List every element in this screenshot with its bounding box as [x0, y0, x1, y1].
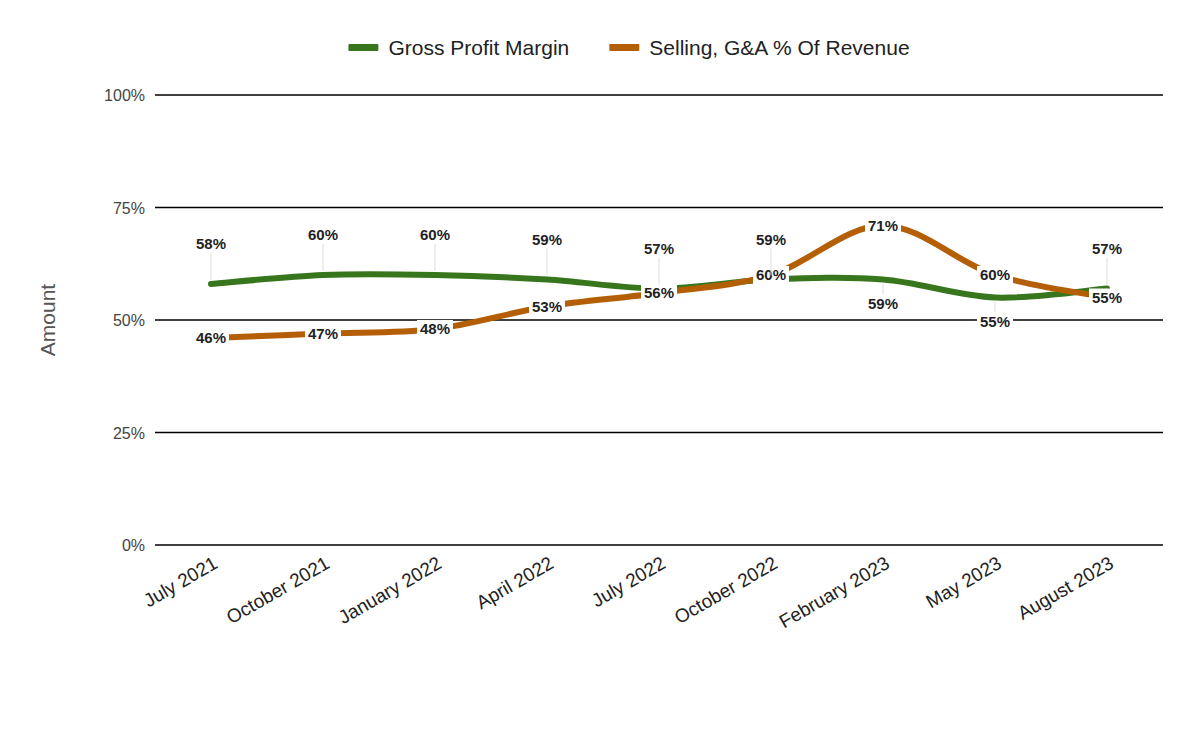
y-tick-label: 75% — [113, 200, 145, 217]
label-bg — [641, 284, 677, 302]
y-tick-label: 100% — [104, 87, 145, 104]
label-bg — [193, 329, 229, 347]
data-label: 58% — [196, 235, 226, 252]
data-label: 56% — [644, 284, 674, 301]
data-label: 59% — [756, 231, 786, 248]
x-tick-label: October 2021 — [223, 552, 333, 628]
data-label: 53% — [532, 298, 562, 315]
data-label: 57% — [644, 240, 674, 257]
label-bg — [417, 226, 453, 244]
x-tick-label: August 2023 — [1014, 552, 1117, 624]
chart-svg: 0%25%50%75%100%AmountJuly 2021October 20… — [0, 0, 1200, 741]
label-bg — [417, 320, 453, 338]
label-bg — [1089, 240, 1125, 258]
label-leader — [435, 243, 436, 271]
label-bg — [641, 240, 677, 258]
x-tick-label: October 2022 — [671, 552, 781, 628]
label-leader — [547, 248, 548, 276]
grid-line — [155, 94, 1163, 96]
data-label: 46% — [196, 329, 226, 346]
label-leader — [211, 252, 212, 280]
lines — [211, 226, 1107, 339]
data-label: 55% — [980, 313, 1010, 330]
label-bg — [865, 217, 901, 235]
data-label: 60% — [980, 266, 1010, 283]
label-bg — [977, 266, 1013, 284]
label-leader — [323, 243, 324, 271]
legend-item: Gross Profit Margin — [348, 36, 569, 59]
series-line — [211, 226, 1107, 339]
x-tick-label: April 2022 — [472, 552, 557, 613]
y-tick-label: 50% — [113, 312, 145, 329]
label-bg — [529, 231, 565, 249]
x-tick-label: July 2022 — [588, 552, 669, 611]
y-tick-label: 0% — [122, 537, 145, 554]
x-tick-label: May 2023 — [922, 552, 1005, 612]
label-leader — [1107, 257, 1108, 285]
label-bg — [753, 231, 789, 249]
data-label: 57% — [1092, 240, 1122, 257]
data-label: 60% — [308, 226, 338, 243]
label-leader — [659, 257, 660, 285]
y-axis-line — [155, 95, 156, 545]
label-bg — [1089, 289, 1125, 307]
x-tick-label: February 2023 — [775, 552, 893, 632]
legend-item: Selling, G&A % Of Revenue — [609, 36, 909, 59]
x-tick-label: January 2022 — [335, 552, 445, 628]
grid-line — [155, 207, 1163, 209]
y-tick-label: 25% — [113, 425, 145, 442]
grid-line — [155, 432, 1163, 434]
label-bg — [193, 235, 229, 253]
data-label: 60% — [420, 226, 450, 243]
label-bg — [977, 313, 1013, 331]
data-labels: 46%47%48%53%56%60%71%60%55%58%60%60%59%5… — [193, 217, 1125, 348]
grid — [155, 95, 1163, 545]
label-bg — [865, 295, 901, 313]
legend: Gross Profit Margin Selling, G&A % Of Rev… — [348, 36, 909, 59]
legend-label: Selling, G&A % Of Revenue — [649, 36, 909, 59]
label-bg — [305, 226, 341, 244]
data-label: 48% — [420, 320, 450, 337]
label-bg — [529, 298, 565, 316]
label-leader — [771, 248, 772, 276]
x-tick-label: July 2021 — [140, 552, 221, 611]
label-bg — [305, 325, 341, 343]
legend-swatch — [348, 44, 378, 51]
legend-label: Gross Profit Margin — [388, 36, 569, 59]
chart-container: 0%25%50%75%100%AmountJuly 2021October 20… — [0, 0, 1200, 741]
grid-line — [155, 544, 1163, 546]
y-axis-title: Amount — [36, 284, 59, 357]
data-label: 47% — [308, 325, 338, 342]
data-label: 55% — [1092, 289, 1122, 306]
legend-swatch — [609, 44, 639, 51]
data-label: 59% — [868, 295, 898, 312]
data-label: 71% — [868, 217, 898, 234]
data-label: 59% — [532, 231, 562, 248]
